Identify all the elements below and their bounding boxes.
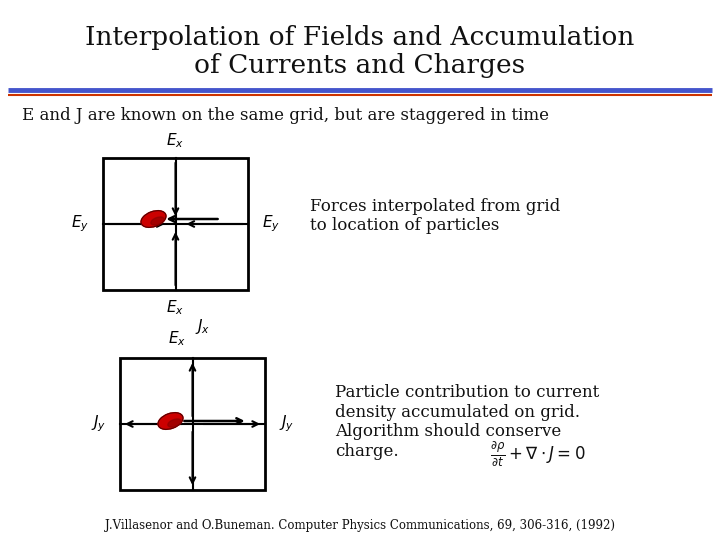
Ellipse shape <box>158 413 183 429</box>
Text: $E_x$: $E_x$ <box>166 298 184 316</box>
Ellipse shape <box>168 419 181 427</box>
Text: $E_x$: $E_x$ <box>168 329 186 348</box>
Text: $J_x$: $J_x$ <box>195 317 210 336</box>
Ellipse shape <box>141 211 166 227</box>
Text: J.Villasenor and O.Buneman. Computer Physics Communications, 69, 306-316, (1992): J.Villasenor and O.Buneman. Computer Phy… <box>105 518 615 531</box>
Text: $\frac{\partial \rho}{\partial t}+\nabla \cdot J=0$: $\frac{\partial \rho}{\partial t}+\nabla… <box>490 440 585 468</box>
Ellipse shape <box>150 217 164 225</box>
Text: Particle contribution to current
density accumulated on grid.
Algorithm should c: Particle contribution to current density… <box>335 384 599 460</box>
Text: of Currents and Charges: of Currents and Charges <box>194 52 526 78</box>
Bar <box>120 358 265 490</box>
Text: $J_y$: $J_y$ <box>279 414 294 434</box>
Text: $E_y$: $E_y$ <box>262 214 280 234</box>
Bar <box>103 158 248 290</box>
Text: $J_y$: $J_y$ <box>91 414 106 434</box>
Text: $E_x$: $E_x$ <box>166 131 184 150</box>
Text: Forces interpolated from grid
to location of particles: Forces interpolated from grid to locatio… <box>310 198 560 234</box>
Text: $E_y$: $E_y$ <box>71 214 89 234</box>
Text: E and J are known on the same grid, but are staggered in time: E and J are known on the same grid, but … <box>22 106 549 124</box>
Text: Interpolation of Fields and Accumulation: Interpolation of Fields and Accumulation <box>85 25 635 51</box>
